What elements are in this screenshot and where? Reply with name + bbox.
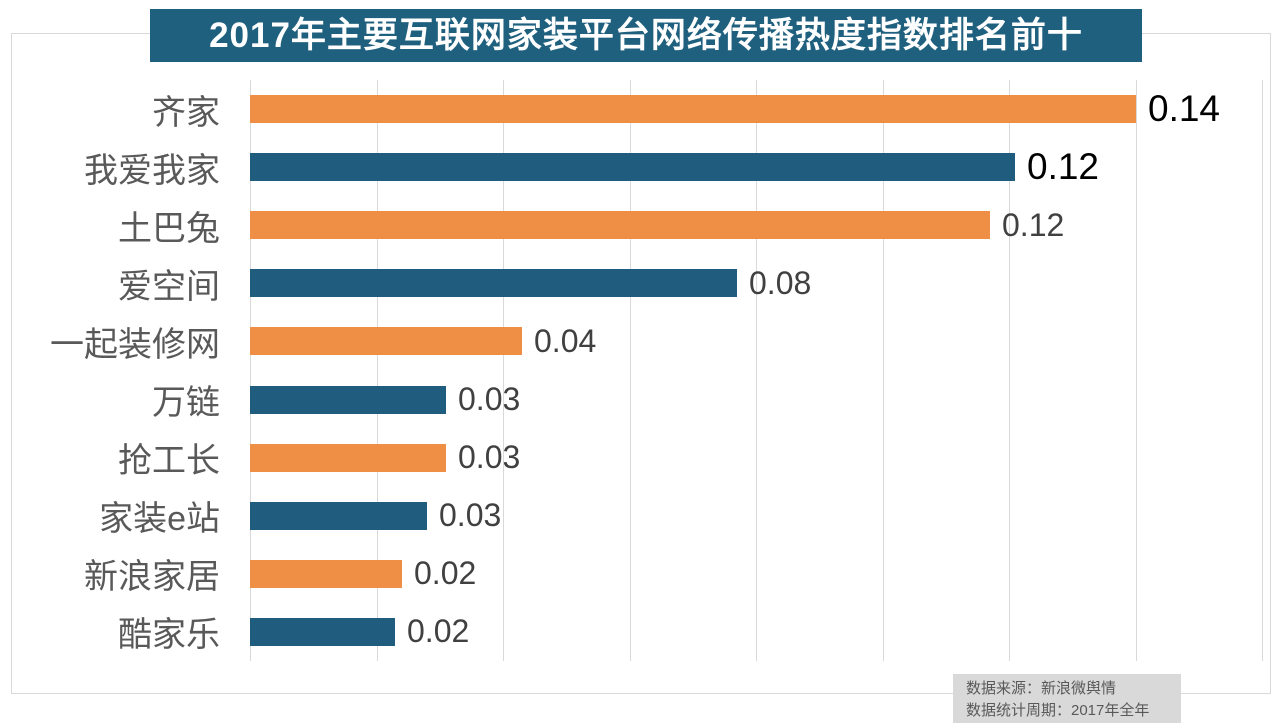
category-label: 抢工长 [118, 442, 220, 481]
bar [250, 95, 1136, 124]
bar [250, 211, 990, 240]
bar [250, 153, 1015, 182]
category-label: 万链 [152, 384, 220, 423]
category-label: 酷家乐 [118, 616, 220, 655]
bar-rows: 齐家 0.14 我爱我家 0.12 土巴兔 0.12 爱空间 0.08 一起装修网 0.04 万链 0… [0, 80, 1282, 661]
bar [250, 617, 395, 646]
bar-row: 土巴兔 0.12 [0, 196, 1282, 254]
category-label: 新浪家居 [84, 558, 220, 597]
value-label: 0.12 [1027, 146, 1100, 188]
value-label: 0.04 [534, 322, 597, 359]
value-label: 0.03 [439, 497, 502, 534]
category-label: 一起装修网 [50, 325, 220, 364]
bar-row: 抢工长 0.03 [0, 429, 1282, 487]
value-label: 0.03 [458, 381, 521, 418]
gridline [376, 80, 378, 661]
bar-row: 万链 0.03 [0, 370, 1282, 428]
value-label: 0.12 [1002, 206, 1065, 243]
bar-row: 我爱我家 0.12 [0, 138, 1282, 196]
gridline [1009, 80, 1010, 661]
bar [250, 327, 522, 356]
gridline [882, 80, 884, 661]
bar [250, 501, 427, 530]
gridline [250, 80, 251, 661]
bar-row: 家装e站 0.03 [0, 487, 1282, 545]
gridline [629, 80, 631, 661]
source-note-line2: 数据统计周期：2017年全年 [966, 702, 1150, 719]
bar [250, 269, 737, 298]
value-label: 0.14 [1148, 88, 1221, 130]
value-label: 0.02 [407, 613, 470, 650]
bar [250, 385, 446, 414]
category-label: 爱空间 [118, 267, 220, 306]
bar-row: 新浪家居 0.02 [0, 545, 1282, 603]
category-label: 土巴兔 [118, 209, 220, 248]
category-label: 齐家 [152, 93, 220, 132]
gridline [1135, 80, 1137, 661]
plot-area [250, 80, 1263, 661]
source-note-line1: 数据来源：新浪微舆情 [966, 680, 1117, 697]
bar [250, 443, 446, 472]
gridline [1262, 80, 1263, 661]
gridline [503, 80, 504, 661]
chart-title: 2017年主要互联网家装平台网络传播热度指数排名前十 [150, 9, 1142, 62]
category-label: 我爱我家 [84, 151, 220, 190]
source-note: 数据来源：新浪微舆情 数据统计周期：2017年全年 [953, 674, 1181, 723]
gridline [756, 80, 757, 661]
bar-row: 爱空间 0.08 [0, 254, 1282, 312]
bar-row: 齐家 0.14 [0, 80, 1282, 138]
value-label: 0.02 [414, 555, 477, 592]
value-label: 0.03 [458, 439, 521, 476]
bar [250, 559, 402, 588]
bar-row: 一起装修网 0.04 [0, 312, 1282, 370]
value-label: 0.08 [749, 264, 812, 301]
category-label: 家装e站 [99, 500, 220, 539]
bar-row: 酷家乐 0.02 [0, 603, 1282, 661]
